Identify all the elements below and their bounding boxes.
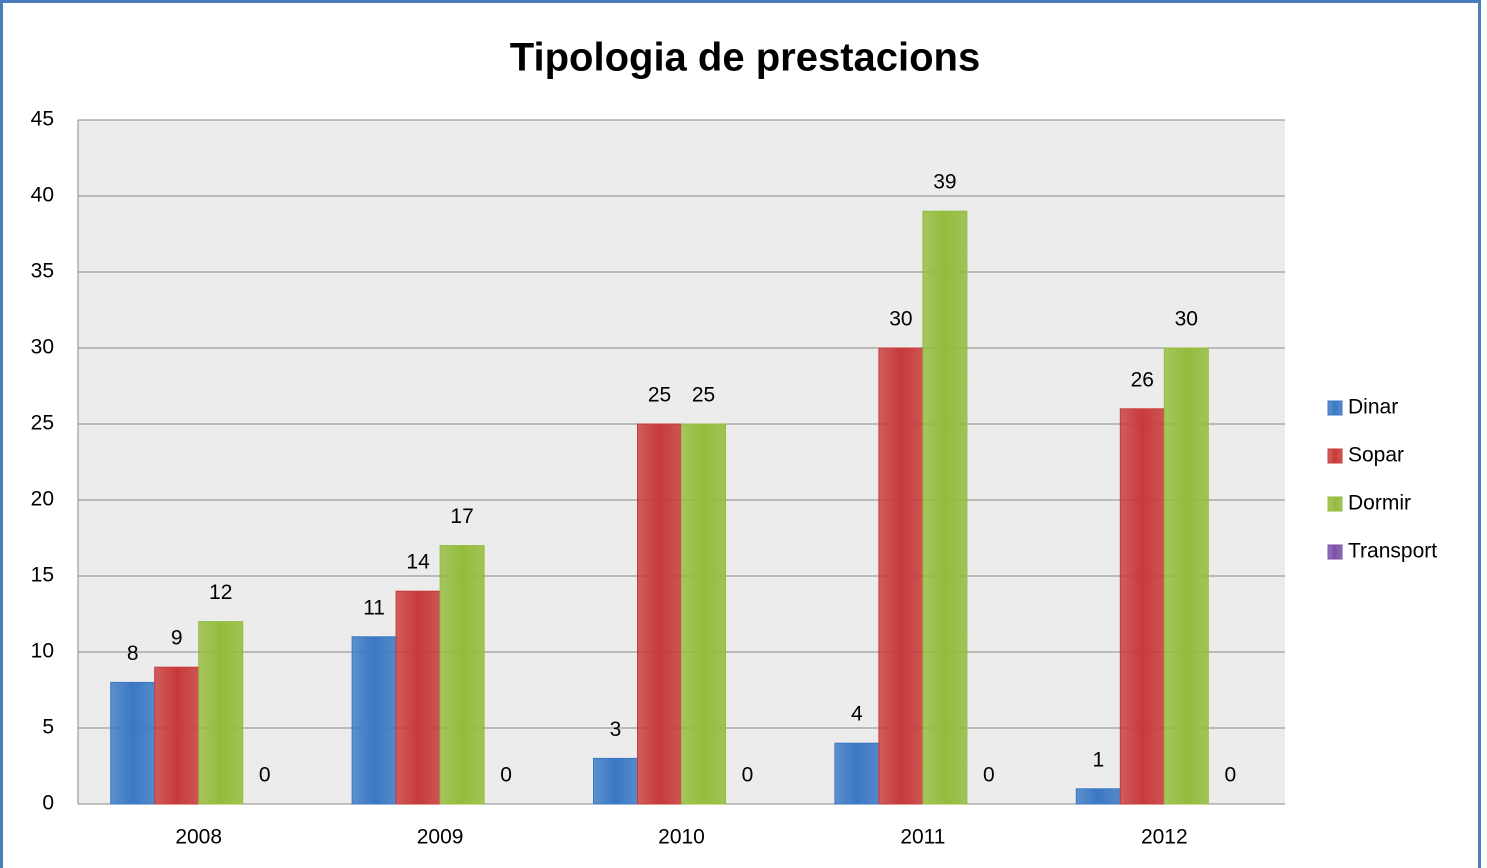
bar [1075,788,1121,805]
bar [834,742,880,805]
data-label: 14 [406,551,430,574]
legend-label: Sopar [1348,444,1404,467]
data-label: 25 [692,384,715,407]
legend-label: Dinar [1348,396,1398,419]
y-tick-label: 45 [31,108,54,131]
y-tick-label: 40 [31,184,54,207]
bar [681,423,726,805]
legend-swatch [1327,400,1343,416]
data-label: 26 [1131,368,1154,391]
data-label: 12 [209,581,232,604]
data-label: 0 [1224,764,1236,787]
data-label: 0 [500,764,512,787]
data-label: 39 [933,171,956,194]
y-tick-label: 10 [31,640,54,663]
data-label: 30 [1175,308,1198,331]
y-tick-label: 15 [31,564,54,587]
data-label: 9 [171,627,183,650]
data-label: 8 [127,642,139,665]
x-tick-label: 2008 [175,826,222,849]
y-tick-label: 5 [42,716,54,739]
bar [395,590,441,805]
bar [1163,347,1209,805]
legend-label: Transport [1348,540,1437,563]
legend-swatch [1327,448,1343,464]
data-label: 1 [1092,748,1104,771]
bar [637,423,682,805]
legend-label: Dormir [1348,492,1411,515]
data-label: 0 [983,764,995,787]
y-tick-label: 0 [42,792,54,815]
legend-swatch [1327,496,1343,512]
data-label: 30 [889,308,912,331]
y-tick-label: 25 [31,412,54,435]
bar [154,666,200,805]
bar [351,636,397,805]
bar [198,621,244,805]
x-tick-label: 2012 [1141,826,1188,849]
data-label: 17 [450,505,473,528]
bar [1119,408,1165,805]
data-label: 0 [742,764,754,787]
y-tick-label: 35 [31,260,54,283]
y-tick-label: 20 [31,488,54,511]
data-label: 25 [648,384,671,407]
x-tick-label: 2010 [658,826,705,849]
bar [439,545,485,805]
chart-title: Tipologia de prestacions [510,36,980,80]
x-tick-label: 2009 [417,826,464,849]
legend-swatch [1327,544,1343,560]
data-label: 4 [851,703,863,726]
bar [110,681,156,805]
x-tick-label: 2011 [900,826,945,849]
bar [593,757,638,805]
data-label: 3 [610,718,622,741]
data-label: 0 [259,764,271,787]
data-label: 11 [363,596,385,619]
y-tick-label: 30 [31,336,54,359]
bar [878,347,924,805]
bar [922,210,968,805]
